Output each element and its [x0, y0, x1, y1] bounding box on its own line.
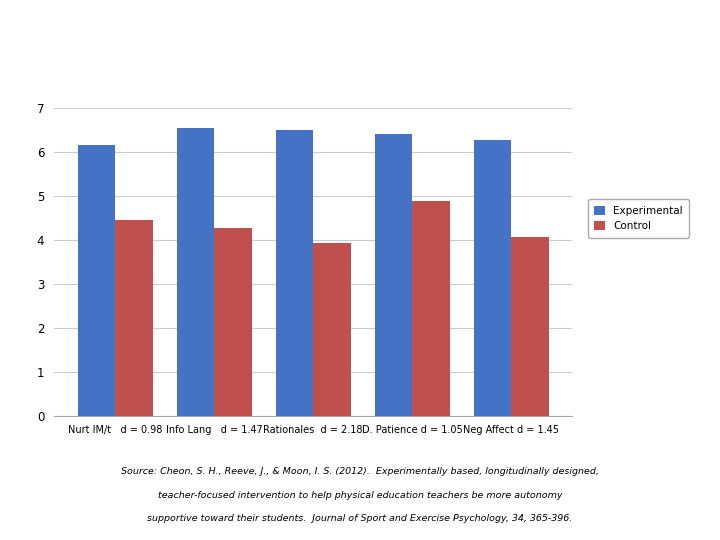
Bar — [78, 145, 115, 416]
Bar — [276, 130, 313, 416]
Bar — [374, 134, 413, 416]
Text: supportive toward their students.  Journal of Sport and Exercise Psychology, 34,: supportive toward their students. Journa… — [148, 515, 572, 523]
Text: Teachers Can Learn Each: Teachers Can Learn Each — [224, 25, 496, 44]
Text: teacher-focused intervention to help physical education teachers be more autonom: teacher-focused intervention to help phy… — [158, 491, 562, 500]
Bar — [313, 243, 351, 416]
Text: Source: Cheon, S. H., Reeve, J., & Moon, I. S. (2012).  Experimentally based, lo: Source: Cheon, S. H., Reeve, J., & Moon,… — [121, 468, 599, 476]
Text: Autonomy-Supportive Instructional Behavior: Autonomy-Supportive Instructional Behavi… — [122, 62, 598, 80]
Bar — [474, 140, 511, 416]
Bar — [176, 128, 214, 416]
Bar — [413, 201, 450, 416]
Bar — [115, 220, 153, 416]
Legend: Experimental, Control: Experimental, Control — [588, 199, 689, 238]
Bar — [511, 237, 549, 416]
Bar — [214, 227, 252, 416]
